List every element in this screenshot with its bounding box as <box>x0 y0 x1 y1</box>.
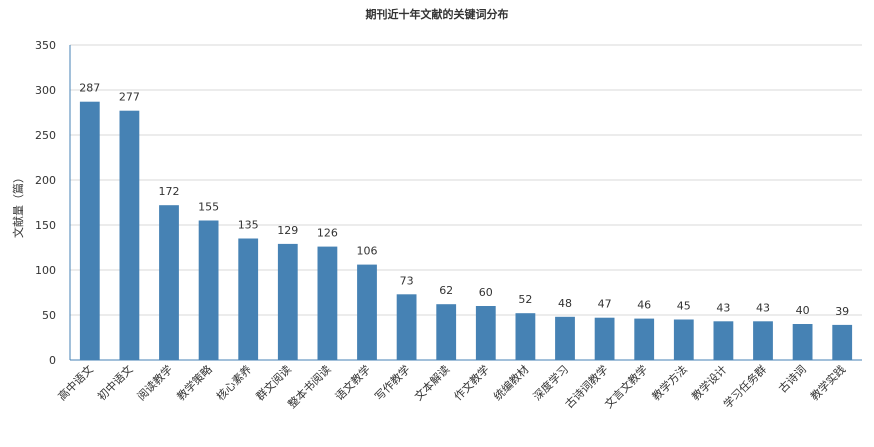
x-category-label: 学习任务群 <box>720 362 769 411</box>
x-category-label: 核心素养 <box>213 362 254 403</box>
bar <box>277 243 298 360</box>
data-label: 52 <box>518 293 532 306</box>
data-label: 287 <box>79 82 100 95</box>
bar <box>79 101 100 360</box>
y-tick-label: 200 <box>35 174 56 187</box>
bar <box>792 324 813 360</box>
bar <box>832 324 853 360</box>
data-label: 39 <box>835 305 849 318</box>
bar <box>475 306 496 360</box>
x-category-label: 阅读教学 <box>134 362 175 403</box>
data-label: 48 <box>558 297 572 310</box>
bar <box>357 264 377 360</box>
bar <box>238 238 259 360</box>
data-label: 126 <box>317 227 338 240</box>
y-axis-label: 文献量（篇） <box>11 172 25 238</box>
data-label: 45 <box>677 300 691 313</box>
data-label: 40 <box>796 304 810 317</box>
bar <box>555 316 575 360</box>
x-category-label: 整本书阅读 <box>285 362 334 411</box>
data-label: 277 <box>119 91 140 104</box>
gridlines <box>70 44 862 316</box>
data-label: 47 <box>598 298 612 311</box>
x-category-label: 高中语文 <box>55 362 96 403</box>
x-category-label: 语文教学 <box>332 362 373 403</box>
bar <box>317 246 338 360</box>
data-label: 135 <box>238 219 259 232</box>
y-tick-label: 50 <box>42 309 56 322</box>
y-tick-label: 250 <box>35 129 56 142</box>
data-label: 62 <box>439 284 453 297</box>
x-category-label: 古诗词 <box>775 362 808 395</box>
bar <box>634 318 655 360</box>
bar <box>713 321 734 360</box>
bar <box>436 304 457 360</box>
x-category-label: 写作教学 <box>372 362 413 403</box>
data-label: 43 <box>756 301 770 314</box>
y-tick-label: 350 <box>35 39 56 52</box>
y-tick-label: 100 <box>35 264 56 277</box>
data-label: 155 <box>198 201 219 214</box>
x-category-label: 作文教学 <box>451 362 492 403</box>
bar <box>673 319 694 360</box>
x-category-label: 初中语文 <box>95 362 136 403</box>
data-label: 172 <box>159 185 180 198</box>
data-label: 60 <box>479 286 493 299</box>
x-category-label: 教学策略 <box>174 362 215 403</box>
data-label: 46 <box>637 299 651 312</box>
x-category-label: 教学实践 <box>807 362 848 403</box>
bar <box>753 321 773 360</box>
bar <box>515 313 536 360</box>
x-category-label: 文言文教学 <box>602 362 651 411</box>
x-category-label: 教学设计 <box>689 362 730 403</box>
x-category-label: 文本解读 <box>411 362 452 403</box>
data-label: 73 <box>400 274 414 287</box>
bar <box>159 205 179 360</box>
bar <box>198 220 219 360</box>
x-category-label: 教学方法 <box>649 362 690 403</box>
data-label: 106 <box>357 245 378 258</box>
data-label: 43 <box>716 301 730 314</box>
x-category-label: 统编教材 <box>491 362 532 403</box>
chart-title: 期刊近十年文献的关键词分布 <box>366 7 509 21</box>
y-tick-label: 0 <box>49 354 56 367</box>
data-labels: 287 277 172 155 135 129 126 106 73 62 60 52 48 47 46 45… <box>79 82 849 318</box>
y-tick-label: 300 <box>35 84 56 97</box>
bar <box>396 294 417 360</box>
data-label: 129 <box>277 224 298 237</box>
bars <box>79 101 853 360</box>
bar <box>119 110 140 360</box>
y-axis-ticks: 0 50 100 150 200 250 300 350 <box>35 39 56 367</box>
y-tick-label: 150 <box>35 219 56 232</box>
x-category-label: 群文阅读 <box>253 362 294 403</box>
x-category-label: 深度学习 <box>530 362 571 403</box>
bar <box>594 317 615 360</box>
